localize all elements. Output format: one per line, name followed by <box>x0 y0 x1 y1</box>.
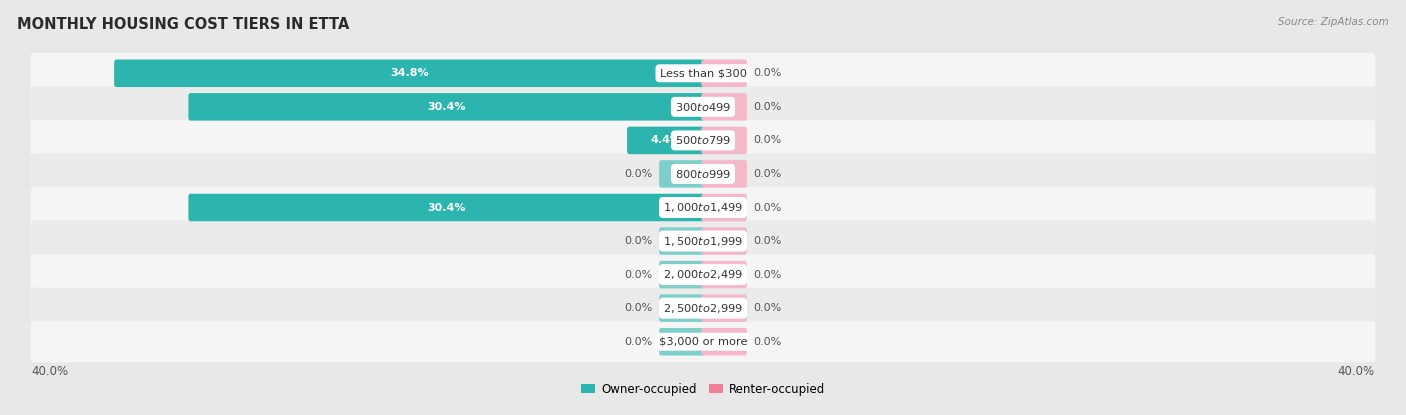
FancyBboxPatch shape <box>702 160 747 188</box>
FancyBboxPatch shape <box>702 227 747 255</box>
FancyBboxPatch shape <box>659 227 704 255</box>
FancyBboxPatch shape <box>31 187 1375 228</box>
FancyBboxPatch shape <box>627 127 704 154</box>
Text: 4.4%: 4.4% <box>651 135 682 145</box>
FancyBboxPatch shape <box>659 160 704 188</box>
FancyBboxPatch shape <box>702 93 747 121</box>
Text: 40.0%: 40.0% <box>1337 364 1375 378</box>
FancyBboxPatch shape <box>702 127 747 154</box>
Text: 0.0%: 0.0% <box>754 102 782 112</box>
Text: 0.0%: 0.0% <box>754 337 782 347</box>
FancyBboxPatch shape <box>702 261 747 288</box>
FancyBboxPatch shape <box>31 221 1375 261</box>
Text: 0.0%: 0.0% <box>624 169 652 179</box>
Legend: Owner-occupied, Renter-occupied: Owner-occupied, Renter-occupied <box>576 378 830 400</box>
FancyBboxPatch shape <box>31 254 1375 295</box>
FancyBboxPatch shape <box>31 288 1375 329</box>
FancyBboxPatch shape <box>659 294 704 322</box>
Text: Less than $300: Less than $300 <box>659 68 747 78</box>
FancyBboxPatch shape <box>659 261 704 288</box>
FancyBboxPatch shape <box>702 294 747 322</box>
Text: $2,500 to $2,999: $2,500 to $2,999 <box>664 302 742 315</box>
Text: $800 to $999: $800 to $999 <box>675 168 731 180</box>
FancyBboxPatch shape <box>702 59 747 87</box>
FancyBboxPatch shape <box>31 53 1375 94</box>
Text: 30.4%: 30.4% <box>427 203 465 212</box>
Text: 0.0%: 0.0% <box>754 68 782 78</box>
Text: $2,000 to $2,499: $2,000 to $2,499 <box>664 268 742 281</box>
Text: 0.0%: 0.0% <box>624 270 652 280</box>
Text: $1,500 to $1,999: $1,500 to $1,999 <box>664 234 742 248</box>
Text: 34.8%: 34.8% <box>389 68 429 78</box>
Text: $3,000 or more: $3,000 or more <box>659 337 747 347</box>
FancyBboxPatch shape <box>702 194 747 221</box>
Text: $500 to $799: $500 to $799 <box>675 134 731 146</box>
Text: 30.4%: 30.4% <box>427 102 465 112</box>
FancyBboxPatch shape <box>31 86 1375 127</box>
FancyBboxPatch shape <box>31 154 1375 194</box>
Text: 0.0%: 0.0% <box>754 303 782 313</box>
Text: MONTHLY HOUSING COST TIERS IN ETTA: MONTHLY HOUSING COST TIERS IN ETTA <box>17 17 349 32</box>
Text: 0.0%: 0.0% <box>754 135 782 145</box>
Text: $300 to $499: $300 to $499 <box>675 101 731 113</box>
FancyBboxPatch shape <box>188 93 704 121</box>
FancyBboxPatch shape <box>659 328 704 356</box>
Text: 0.0%: 0.0% <box>754 203 782 212</box>
Text: 0.0%: 0.0% <box>754 236 782 246</box>
Text: 0.0%: 0.0% <box>624 337 652 347</box>
Text: 0.0%: 0.0% <box>754 169 782 179</box>
Text: Source: ZipAtlas.com: Source: ZipAtlas.com <box>1278 17 1389 27</box>
FancyBboxPatch shape <box>31 321 1375 362</box>
Text: 0.0%: 0.0% <box>754 270 782 280</box>
FancyBboxPatch shape <box>31 120 1375 161</box>
FancyBboxPatch shape <box>188 194 704 221</box>
Text: 0.0%: 0.0% <box>624 303 652 313</box>
Text: $1,000 to $1,499: $1,000 to $1,499 <box>664 201 742 214</box>
FancyBboxPatch shape <box>114 59 704 87</box>
Text: 0.0%: 0.0% <box>624 236 652 246</box>
Text: 40.0%: 40.0% <box>31 364 69 378</box>
FancyBboxPatch shape <box>702 328 747 356</box>
